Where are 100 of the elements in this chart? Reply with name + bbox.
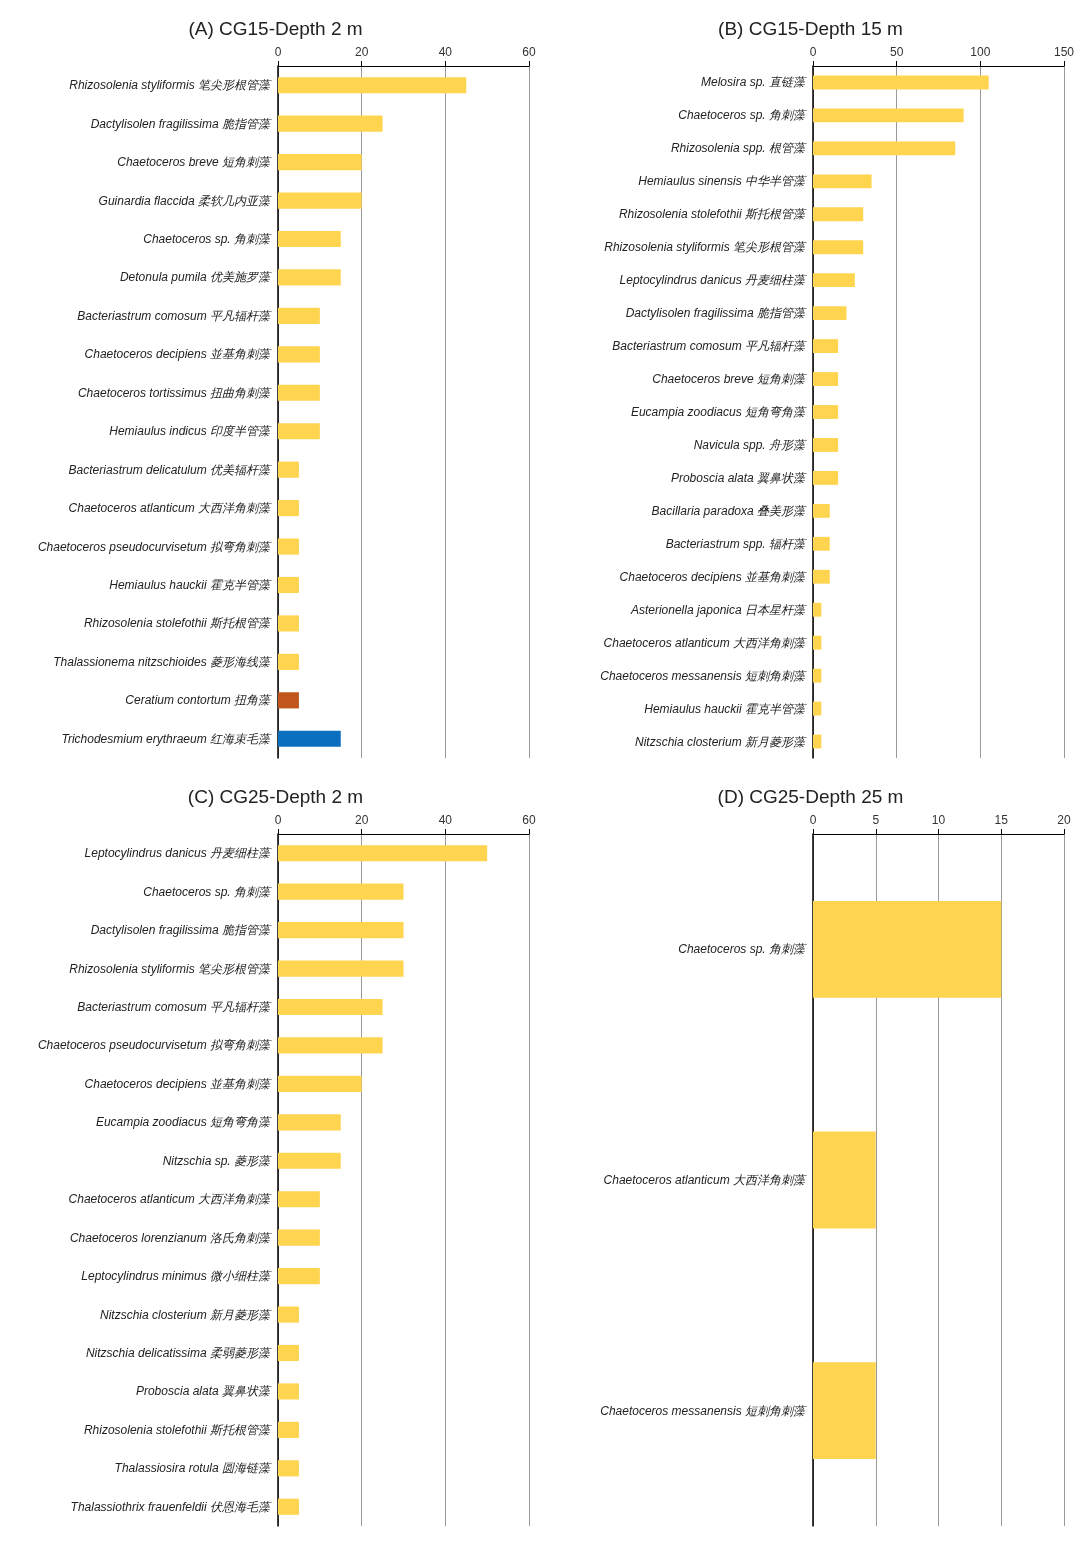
bar <box>278 845 488 862</box>
y-tick-label: Rhizosolenia spp. 根管藻 <box>670 141 807 156</box>
y-tick-label: Chaetoceros sp. 角刺藻 <box>143 884 272 899</box>
y-tick-label: Nitzschia closterium 新月菱形藻 <box>634 734 807 749</box>
y-tick-label: Bacillaria paradoxa 叠美形藻 <box>651 503 807 518</box>
y-tick-label: Ceratium contortum 扭角藻 <box>125 693 272 708</box>
bar <box>278 1037 383 1054</box>
y-tick-label: Chaetoceros breve 短角刺藻 <box>652 372 807 387</box>
chart-title: (B) CG15-Depth 15 m <box>718 18 903 39</box>
x-tick-label: 0 <box>274 813 282 827</box>
chart-title: (A) CG15-Depth 2 m <box>188 18 363 39</box>
y-tick-label: Bacteriastrum comosum 平凡辐杆藻 <box>77 308 272 323</box>
y-tick-label: Nitzschia delicatissima 柔弱菱形藻 <box>85 1346 272 1360</box>
bar <box>813 240 864 255</box>
bar <box>278 1114 341 1131</box>
y-tick-label: Chaetoceros lorenzianum 洛氏角刺藻 <box>69 1230 272 1245</box>
y-tick-label: Chaetoceros messanensis 短刺角刺藻 <box>600 1403 807 1418</box>
bar <box>278 500 299 517</box>
bar <box>813 470 839 485</box>
bar <box>813 273 855 288</box>
x-tick-label: 15 <box>994 813 1009 827</box>
y-tick-label: Rhizosolenia styliformis 笔尖形根管藻 <box>604 240 807 255</box>
y-tick-label: Chaetoceros atlanticum 大西洋角刺藻 <box>603 635 807 650</box>
bar <box>278 692 299 709</box>
bar <box>813 141 956 156</box>
y-tick-label: Rhizosolenia stolefothii 斯托根管藻 <box>83 1422 272 1437</box>
y-tick-label: Nitzschia sp. 菱形藻 <box>162 1153 272 1168</box>
bar <box>278 922 404 939</box>
y-tick-label: Guinardia flaccida 柔软几内亚藻 <box>98 193 272 208</box>
y-tick-label: Rhizosolenia stolefothii 斯托根管藻 <box>618 207 807 222</box>
bar <box>278 1460 299 1477</box>
bar <box>813 536 830 551</box>
y-tick-label: Chaetoceros tortissimus 扭曲角刺藻 <box>77 385 272 400</box>
x-tick-label: 50 <box>889 45 904 59</box>
y-tick-label: Chaetoceros decipiens 並基角刺藻 <box>619 569 807 584</box>
bar <box>813 602 822 617</box>
y-tick-label: Chaetoceros messanensis 短刺角刺藻 <box>600 668 807 683</box>
y-tick-label: Proboscia alata 翼鼻状藻 <box>135 1384 272 1399</box>
x-tick-label: 150 <box>1053 45 1075 59</box>
bar <box>813 734 822 749</box>
y-tick-label: Asterionella japonica 日本星杆藻 <box>629 602 807 617</box>
y-tick-label: Proboscia alata 翼鼻状藻 <box>670 470 807 485</box>
x-tick-label: 40 <box>438 813 453 827</box>
x-tick-label: 5 <box>872 813 880 827</box>
bar <box>278 960 404 977</box>
y-tick-label: Rhizosolenia styliformis 笔尖形根管藻 <box>69 78 272 93</box>
bar <box>278 1498 299 1515</box>
bar <box>278 1383 299 1400</box>
y-tick-label: Dactylisolen fragilissima 脆指管藻 <box>90 116 272 131</box>
y-tick-label: Leptocylindrus minimus 微小细柱藻 <box>81 1269 272 1284</box>
bar <box>813 372 839 386</box>
bar <box>813 75 989 90</box>
y-tick-label: Chaetoceros pseudocurvisetum 拟弯角刺藻 <box>37 1038 272 1053</box>
bar <box>278 1229 320 1246</box>
bar <box>278 269 341 286</box>
y-tick-label: Eucampia zoodiacus 短角弯角藻 <box>95 1115 272 1130</box>
y-tick-label: Chaetoceros sp. 角刺藻 <box>678 942 807 957</box>
x-tick-label: 0 <box>809 45 817 59</box>
y-tick-label: Bacteriastrum comosum 平凡辐杆藻 <box>612 339 807 354</box>
y-tick-label: Chaetoceros decipiens 並基角刺藻 <box>84 1076 272 1091</box>
y-tick-label: Detonula pumila 优美施罗藻 <box>119 270 272 285</box>
bar <box>278 77 467 94</box>
x-tick-label: 20 <box>354 813 369 827</box>
bar <box>278 538 299 555</box>
y-tick-label: Nitzschia closterium 新月菱形藻 <box>99 1307 272 1322</box>
bar <box>278 346 320 363</box>
bar <box>278 384 320 401</box>
chart-title: (D) CG25-Depth 25 m <box>717 786 904 807</box>
x-tick-label: 0 <box>274 45 282 59</box>
y-tick-label: Hemiaulus indicus 印度半管藻 <box>109 424 272 439</box>
bar <box>813 306 847 321</box>
y-tick-label: Eucampia zoodiacus 短角弯角藻 <box>630 405 807 419</box>
bar <box>278 653 299 670</box>
y-tick-label: Chaetoceros atlanticum 大西洋角刺藻 <box>68 501 272 516</box>
y-tick-label: Trichodesmium erythraeum 红海束毛藻 <box>61 731 272 746</box>
x-tick-label: 20 <box>1057 813 1071 827</box>
x-tick-label: 40 <box>438 45 453 59</box>
bar <box>278 883 404 900</box>
y-tick-label: Rhizosolenia stolefothii 斯托根管藻 <box>83 616 272 631</box>
bar <box>278 576 299 594</box>
x-tick-label: 60 <box>522 813 536 827</box>
y-tick-label: Hemiaulus sinensis 中华半管藻 <box>638 174 807 189</box>
y-tick-label: Chaetoceros atlanticum 大西洋角刺藻 <box>603 1173 807 1187</box>
bar <box>278 1344 299 1362</box>
bar <box>278 615 299 632</box>
x-tick-label: 10 <box>931 813 946 827</box>
bar <box>813 635 822 650</box>
bar <box>278 1075 362 1092</box>
bar <box>813 503 830 518</box>
bar <box>813 701 822 716</box>
y-tick-label: Hemiaulus hauckii 霍克半管藻 <box>644 701 807 716</box>
y-tick-label: Thalassiosira rotula 圆海链藻 <box>114 1461 272 1476</box>
y-tick-label: Bacteriastrum spp. 辐杆藻 <box>665 536 807 551</box>
x-tick-label: 20 <box>354 45 369 59</box>
y-tick-label: Navicula spp. 舟形藻 <box>693 437 807 452</box>
bar <box>813 405 839 419</box>
y-tick-label: Chaetoceros pseudocurvisetum 拟弯角刺藻 <box>37 539 272 554</box>
bar <box>278 461 299 478</box>
y-tick-label: Chaetoceros sp. 角刺藻 <box>678 108 807 123</box>
y-tick-label: Thalassionema nitzschioides 菱形海线藻 <box>53 654 272 669</box>
